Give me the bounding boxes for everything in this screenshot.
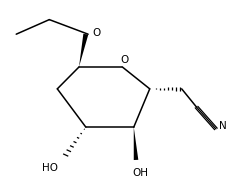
Text: O: O: [121, 55, 129, 65]
Text: N: N: [219, 121, 227, 131]
Polygon shape: [79, 34, 88, 67]
Text: OH: OH: [133, 168, 149, 178]
Polygon shape: [134, 127, 138, 160]
Text: O: O: [92, 28, 100, 38]
Text: HO: HO: [42, 163, 58, 173]
